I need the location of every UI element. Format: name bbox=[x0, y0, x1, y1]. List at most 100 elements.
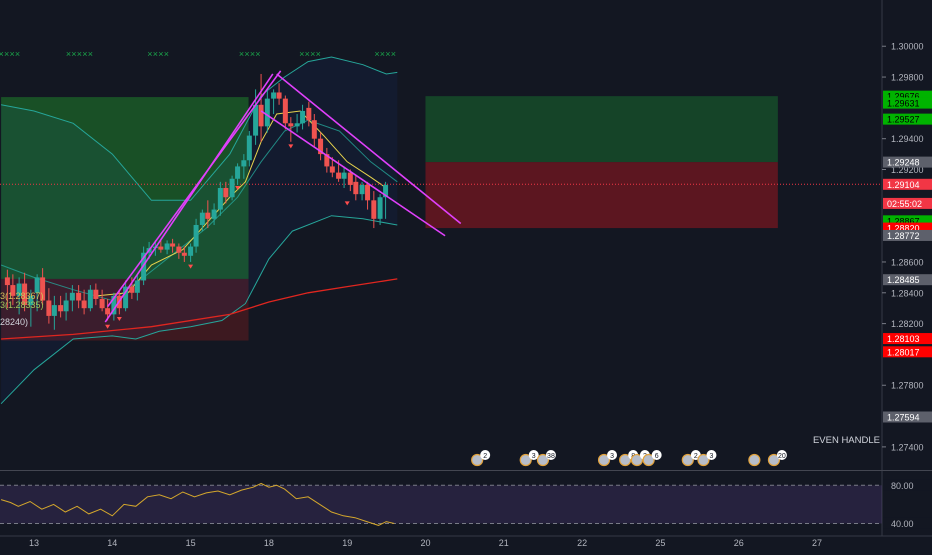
signal-marker bbox=[105, 324, 111, 329]
price-tag bbox=[883, 113, 932, 125]
candle-body bbox=[306, 107, 312, 121]
price-tag-label: 1.29676 bbox=[887, 92, 920, 102]
candle-body bbox=[99, 298, 105, 309]
bollinger-middle bbox=[0, 119, 398, 302]
price-axis-label: 1.27800 bbox=[891, 381, 924, 391]
price-axis-label: 1.27400 bbox=[891, 442, 924, 452]
candle-body bbox=[318, 138, 324, 155]
event-count: 3 bbox=[710, 453, 714, 460]
event-count-badge bbox=[776, 450, 787, 460]
price-tag-label: 1.28017 bbox=[887, 347, 920, 357]
candle-body bbox=[188, 246, 194, 256]
price-axis-label: 1.28600 bbox=[891, 257, 924, 267]
signal-marker bbox=[116, 316, 122, 321]
event-count: 38 bbox=[547, 453, 555, 460]
x-mark: × bbox=[299, 49, 304, 59]
countdown-label: 02:55:02 bbox=[887, 199, 922, 209]
x-mark: × bbox=[0, 49, 4, 59]
moving-average-yellow bbox=[96, 110, 387, 297]
event-count-badge bbox=[545, 450, 556, 460]
zone-box-0 bbox=[1, 97, 249, 279]
price-axis-label: 1.29800 bbox=[891, 73, 924, 83]
candle-body bbox=[311, 120, 317, 139]
candle-body bbox=[211, 209, 217, 219]
rsi-level-tag bbox=[883, 517, 932, 529]
event-flag-icon bbox=[697, 453, 710, 467]
candle-body bbox=[170, 243, 176, 247]
candle-body bbox=[181, 252, 187, 256]
candle-body bbox=[58, 305, 64, 312]
moving-average-red bbox=[1, 278, 398, 340]
rsi-level-label: 80.00 bbox=[891, 481, 914, 491]
price-tag-label: 1.28820 bbox=[887, 224, 920, 234]
price-tag-label: 1.29248 bbox=[887, 158, 920, 168]
event-flag-icon bbox=[619, 453, 632, 467]
event-flag-icon bbox=[681, 453, 694, 467]
bollinger-lower bbox=[0, 215, 398, 405]
x-mark: × bbox=[66, 49, 71, 59]
event-count: 3 bbox=[610, 453, 614, 460]
channel-line-0 bbox=[104, 73, 274, 323]
event-flag-icon bbox=[597, 453, 611, 467]
candle-body bbox=[158, 246, 164, 250]
candle-body bbox=[176, 246, 182, 253]
event-flag-icon bbox=[536, 453, 550, 467]
zone-box-2 bbox=[425, 96, 778, 163]
signal-marker bbox=[344, 201, 350, 206]
candle-body bbox=[223, 188, 229, 198]
candle-body bbox=[235, 166, 241, 179]
x-mark: × bbox=[164, 49, 169, 59]
candle-body bbox=[229, 178, 235, 198]
time-axis-label: 21 bbox=[499, 538, 509, 548]
time-axis-label: 14 bbox=[107, 538, 117, 548]
candle-body bbox=[341, 172, 347, 179]
x-mark: × bbox=[71, 49, 76, 59]
time-axis-label: 19 bbox=[342, 538, 352, 548]
x-mark: × bbox=[305, 49, 310, 59]
price-tag bbox=[883, 346, 932, 358]
candle-body bbox=[28, 295, 34, 306]
x-mark: × bbox=[82, 49, 87, 59]
bollinger-upper bbox=[1, 56, 398, 201]
candle-body bbox=[324, 154, 330, 167]
time-axis-label: 18 bbox=[264, 538, 274, 548]
candle-body bbox=[241, 160, 247, 167]
event-count-badge bbox=[607, 450, 618, 460]
x-mark: × bbox=[15, 49, 20, 59]
channel-line-3 bbox=[260, 110, 446, 237]
price-tag-label: 1.28867 bbox=[887, 216, 920, 226]
candle-body bbox=[105, 308, 111, 315]
event-count-badge bbox=[480, 450, 491, 460]
candle-body bbox=[271, 92, 277, 99]
rsi-line bbox=[0, 482, 395, 526]
price-tag-label: 1.29104 bbox=[887, 180, 920, 190]
candle-body bbox=[199, 212, 205, 225]
candle-body bbox=[336, 172, 342, 179]
x-mark: × bbox=[9, 49, 14, 59]
price-tag-label: 1.29631 bbox=[887, 99, 920, 109]
time-axis-label: 26 bbox=[734, 538, 744, 548]
x-mark: × bbox=[153, 49, 158, 59]
x-mark: × bbox=[147, 49, 152, 59]
candle-body bbox=[282, 98, 288, 124]
price-tag bbox=[883, 215, 932, 227]
time-axis-label: 22 bbox=[577, 538, 587, 548]
x-mark: × bbox=[385, 49, 390, 59]
time-axis-label: 20 bbox=[420, 538, 430, 548]
candle-body bbox=[217, 188, 223, 210]
candle-body bbox=[134, 280, 140, 293]
candle-body bbox=[81, 300, 87, 309]
event-flag-icon bbox=[630, 453, 644, 467]
signal-marker bbox=[188, 264, 194, 269]
signal-marker bbox=[235, 186, 241, 190]
x-mark: × bbox=[374, 49, 379, 59]
price-tag bbox=[883, 97, 932, 109]
candle-body bbox=[111, 295, 117, 315]
price-tag-label: 1.28103 bbox=[887, 334, 920, 344]
x-mark: × bbox=[77, 49, 82, 59]
zone-box-3 bbox=[425, 162, 778, 229]
event-count: 3 bbox=[532, 453, 536, 460]
time-axis-label: 27 bbox=[812, 538, 822, 548]
candle-body bbox=[76, 292, 82, 301]
